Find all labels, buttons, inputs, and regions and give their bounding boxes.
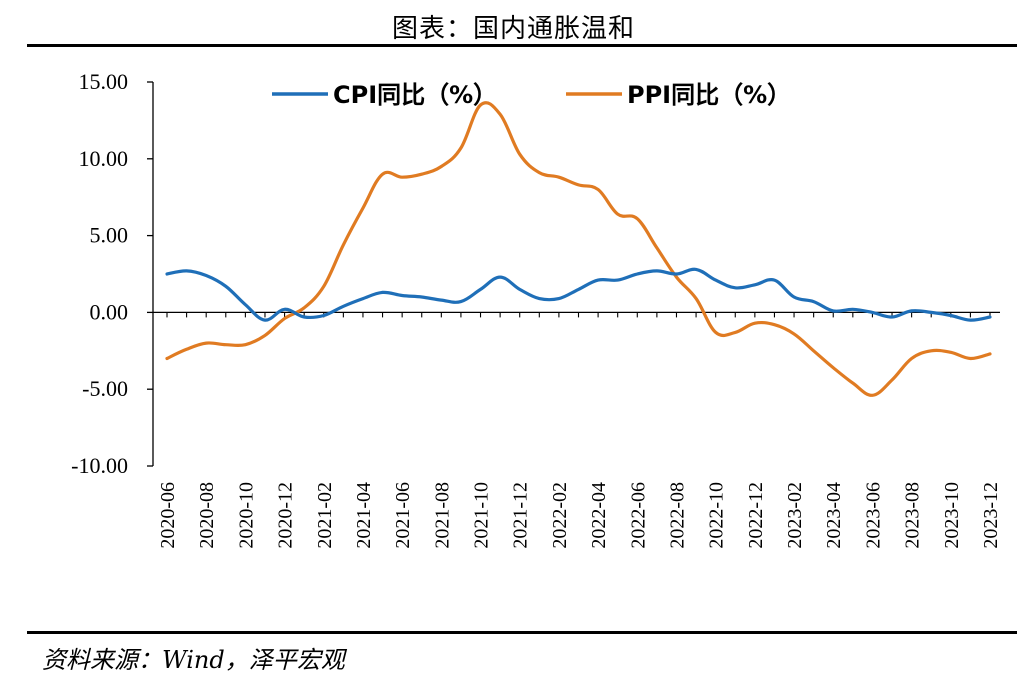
x-tick-label: 2022-02: [549, 482, 571, 549]
x-tick-label: 2020-06: [157, 482, 179, 549]
chart-axes: [152, 82, 1000, 466]
y-tick-label: 0.00: [90, 299, 129, 324]
x-tick-label: 2023-10: [941, 482, 963, 549]
legend: CPI同比（%） PPI同比（%）: [272, 81, 791, 109]
x-tick-label: 2023-04: [823, 482, 845, 549]
x-tick-label: 2022-06: [627, 482, 649, 549]
x-tick-label: 2020-12: [275, 482, 297, 549]
y-tick-label: 15.00: [79, 69, 129, 94]
x-tick-label: 2023-06: [862, 482, 884, 549]
x-tick-label: 2023-12: [980, 482, 1002, 549]
x-tick-label: 2022-10: [706, 482, 728, 549]
legend-label: CPI同比（%）: [333, 81, 497, 109]
ppi-series-line: [165, 101, 992, 397]
x-tick-label: 2023-08: [902, 482, 924, 549]
x-tick-label: 2022-12: [745, 482, 767, 549]
y-tick-label: -10.00: [71, 453, 128, 478]
x-tick-label: 2023-02: [784, 482, 806, 549]
cpi-series-line: [165, 267, 992, 322]
x-tick-label: 2021-08: [431, 482, 453, 549]
x-axis-ticks: 2020-06 2020-08 2020-10 2020-12 2021-02 2021-…: [157, 312, 1002, 549]
x-tick-label: 2021-10: [471, 482, 493, 549]
x-tick-label: 2021-06: [392, 482, 414, 549]
x-tick-label: 2021-12: [510, 482, 532, 549]
y-tick-label: 10.00: [79, 146, 129, 171]
y-tick-label: -5.00: [82, 376, 128, 401]
x-tick-label: 2021-02: [314, 482, 336, 549]
x-tick-label: 2020-08: [196, 482, 218, 549]
x-tick-label: 2022-04: [588, 482, 610, 549]
y-axis-ticks: 15.00 10.00 5.00 0.00 -5.00 -10.00: [71, 69, 153, 478]
x-tick-label: 2022-08: [666, 482, 688, 549]
x-tick-label: 2020-10: [235, 482, 257, 549]
top-rule: [27, 44, 1017, 47]
y-tick-label: 5.00: [90, 223, 129, 248]
legend-label: PPI同比（%）: [627, 81, 791, 109]
chart-title: 图表：国内通胀温和: [391, 14, 635, 44]
bottom-rule: [27, 631, 1017, 634]
series-lines: [165, 101, 992, 397]
source-note: 资料来源：Wind，泽平宏观: [42, 646, 345, 674]
x-tick-label: 2021-04: [353, 482, 375, 549]
